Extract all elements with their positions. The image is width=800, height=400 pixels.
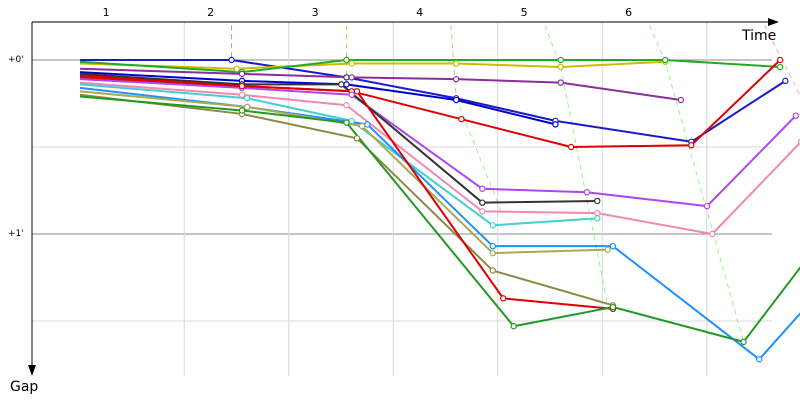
data-point: [479, 199, 486, 206]
data-point: [238, 70, 246, 78]
x-tick-label: 2: [207, 6, 214, 19]
data-point: [662, 56, 669, 64]
data-point: [677, 96, 685, 104]
data-point: [703, 202, 711, 210]
tick-labels: 1 2 3 4 5 6 +0' +1': [8, 6, 632, 239]
data-point: [238, 107, 246, 114]
series-line: [79, 86, 800, 361]
data-point: [567, 143, 575, 151]
data-point: [233, 65, 240, 72]
data-point: [557, 63, 564, 71]
data-point: [792, 112, 800, 119]
data-point: [782, 77, 789, 85]
data-point: [688, 142, 695, 149]
data-point: [338, 81, 345, 88]
data-point: [609, 242, 617, 250]
data-point: [756, 356, 763, 363]
data-point: [343, 74, 350, 81]
data-point: [364, 121, 371, 128]
y-axis-arrow: [28, 365, 36, 376]
data-point: [776, 56, 784, 64]
x-tick-label: 5: [521, 6, 528, 19]
data-point: [458, 115, 465, 123]
series-line: [79, 67, 682, 102]
y-tick-label: +1': [8, 229, 24, 239]
x-tick-label: 6: [625, 6, 632, 19]
series-line: [79, 59, 781, 74]
data-point: [489, 222, 496, 229]
x-axis-arrow: [768, 18, 779, 26]
x-tick-label: 1: [103, 6, 110, 19]
series-lines: [79, 59, 800, 361]
x-tick-label: 3: [312, 6, 319, 19]
data-point: [348, 74, 355, 81]
data-point: [453, 75, 460, 83]
dashed-guide: [455, 98, 504, 217]
data-point: [604, 246, 611, 253]
axes: [28, 18, 779, 376]
data-point: [453, 96, 460, 104]
y-tick-label: +0': [8, 55, 24, 65]
data-point: [489, 242, 496, 250]
data-point: [243, 103, 251, 111]
data-point: [353, 88, 361, 95]
data-point: [594, 209, 601, 217]
data-point: [552, 121, 559, 128]
data-point: [343, 102, 350, 109]
data-point: [479, 208, 486, 215]
series-line: [79, 60, 666, 70]
data-point: [557, 56, 564, 64]
data-point: [348, 91, 355, 99]
data-point: [453, 60, 460, 67]
data-point: [358, 122, 366, 130]
series-line: [79, 83, 598, 227]
data-point: [479, 185, 486, 192]
data-point: [609, 303, 617, 311]
data-point: [348, 60, 355, 67]
series-line: [79, 93, 614, 307]
data-point: [489, 249, 496, 257]
data-point: [740, 338, 747, 346]
data-point: [343, 81, 350, 88]
data-point: [594, 197, 601, 205]
data-point: [583, 189, 591, 196]
x-tick-label: 4: [416, 6, 423, 19]
data-point: [594, 215, 601, 222]
data-point: [353, 135, 361, 142]
data-point: [238, 91, 246, 99]
data-point: [776, 63, 784, 71]
data-point: [510, 323, 517, 330]
y-axis-title: Gap: [10, 379, 38, 395]
data-point: [243, 95, 251, 102]
series-line: [79, 74, 614, 310]
data-point: [557, 79, 564, 86]
data-point: [709, 230, 716, 238]
x-axis-title: Time: [741, 28, 776, 44]
data-point: [238, 82, 246, 90]
data-point: [343, 56, 350, 64]
data-point: [343, 119, 350, 126]
data-point: [348, 117, 355, 125]
data-point: [228, 56, 235, 64]
series-points: [228, 56, 800, 363]
data-point: [489, 267, 496, 274]
data-point: [500, 295, 507, 302]
